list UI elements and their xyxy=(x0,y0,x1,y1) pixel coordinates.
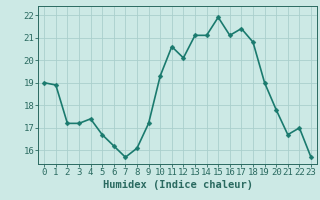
X-axis label: Humidex (Indice chaleur): Humidex (Indice chaleur) xyxy=(103,180,252,190)
